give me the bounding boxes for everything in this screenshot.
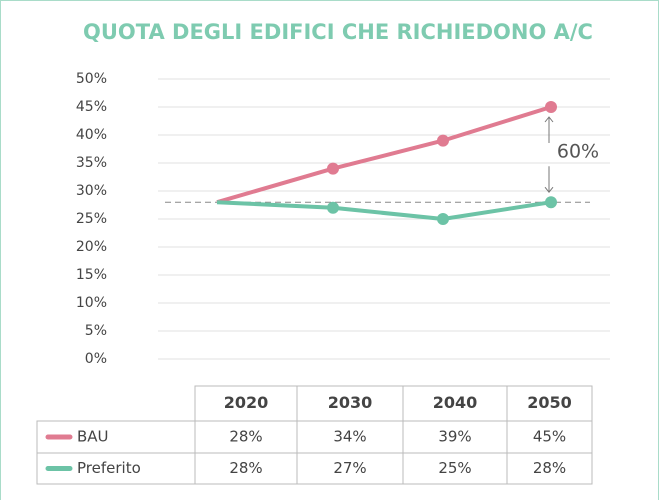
- point: [327, 201, 339, 214]
- table-header: 2040: [433, 393, 478, 412]
- table-cell: 45%: [533, 428, 566, 446]
- y-tick-label: 5%: [85, 323, 107, 339]
- point: [437, 213, 449, 225]
- table-cell: 39%: [438, 428, 471, 446]
- table-header: 2050: [527, 393, 572, 412]
- legend-label: BAU: [77, 428, 109, 446]
- table-header: 2030: [328, 393, 373, 412]
- series-line: [216, 200, 552, 221]
- y-tick-label: 50%: [76, 71, 107, 87]
- y-tick-label: 10%: [76, 295, 107, 311]
- table-cell: 34%: [333, 428, 366, 446]
- y-tick-label: 45%: [76, 99, 107, 115]
- table-header: 2020: [224, 393, 269, 412]
- point: [545, 101, 557, 113]
- table-cell: 28%: [533, 459, 566, 477]
- arrow-head: [544, 116, 554, 123]
- chart-title: QUOTA DEGLI EDIFICI CHE RICHIEDONO A/C: [83, 20, 593, 44]
- table-cell: 28%: [229, 459, 262, 477]
- series-line: [216, 105, 552, 205]
- y-tick-label: 0%: [85, 351, 107, 367]
- y-tick-label: 35%: [76, 155, 107, 171]
- table-cell: 25%: [438, 459, 471, 477]
- point: [327, 162, 339, 175]
- y-tick-label: 15%: [76, 267, 107, 283]
- table-cell: 27%: [333, 459, 366, 477]
- arrow-head: [544, 186, 554, 194]
- annotation: 60%: [557, 141, 599, 163]
- y-tick-label: 25%: [76, 211, 107, 227]
- y-tick-label: 30%: [76, 183, 107, 199]
- y-tick-label: 40%: [76, 127, 107, 143]
- point: [545, 196, 557, 209]
- table-cell: 28%: [229, 428, 262, 446]
- legend-label: Preferito: [77, 459, 141, 477]
- y-tick-label: 20%: [76, 239, 107, 255]
- point: [437, 134, 449, 147]
